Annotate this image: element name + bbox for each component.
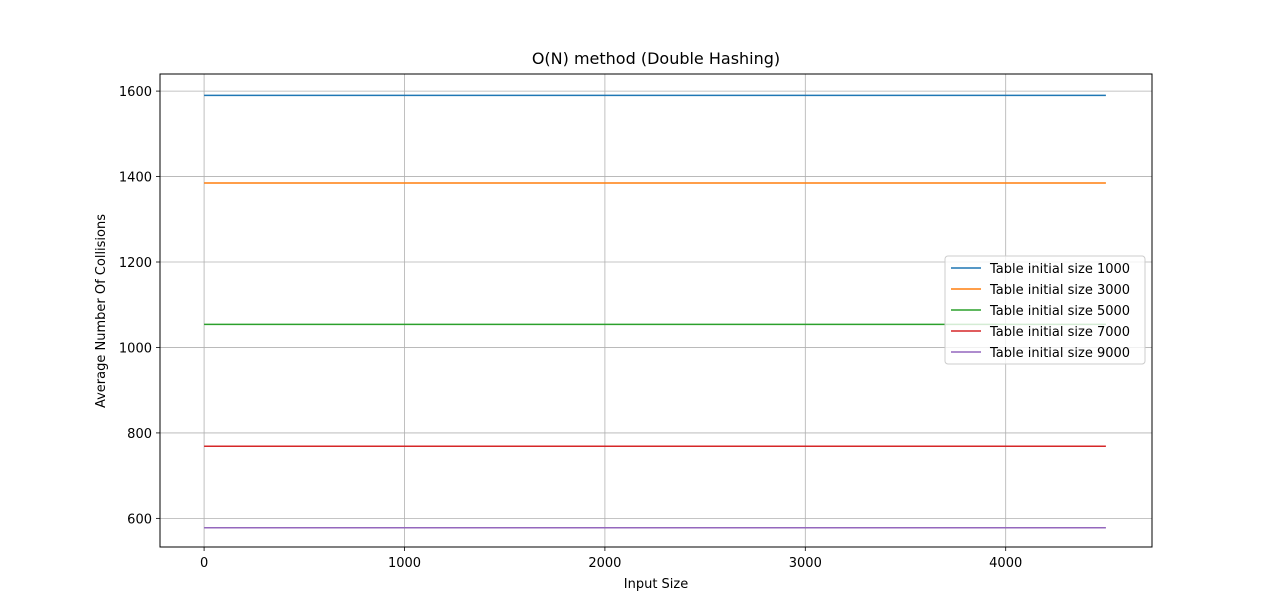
x-tick-label: 0 bbox=[200, 556, 208, 571]
y-tick-label: 1600 bbox=[119, 85, 152, 100]
legend-box bbox=[944, 255, 1146, 365]
y-tick-label: 1400 bbox=[119, 171, 152, 186]
y-tick-label: 800 bbox=[127, 427, 152, 442]
y-tick-label: 600 bbox=[127, 512, 152, 527]
x-tick-label: 2000 bbox=[588, 556, 621, 571]
legend-label: Table initial size 7000 bbox=[989, 325, 1130, 340]
chart-title: O(N) method (Double Hashing) bbox=[532, 49, 780, 68]
legend: Table initial size 1000 Table initial siz… bbox=[944, 255, 1146, 365]
grid bbox=[160, 74, 1152, 547]
x-axis-title: Input Size bbox=[624, 577, 688, 592]
y-tick-label: 1200 bbox=[119, 256, 152, 271]
y-tick-label: 1000 bbox=[119, 341, 152, 356]
legend-label: Table initial size 5000 bbox=[989, 304, 1130, 319]
x-tick-label: 1000 bbox=[388, 556, 421, 571]
legend-label: Table initial size 3000 bbox=[989, 283, 1130, 298]
y-axis-title: Average Number Of Collisions bbox=[94, 214, 109, 408]
x-tick-label: 3000 bbox=[789, 556, 822, 571]
x-tick-label: 4000 bbox=[989, 556, 1022, 571]
legend-label: Table initial size 9000 bbox=[989, 346, 1130, 361]
legend-label: Table initial size 1000 bbox=[989, 262, 1130, 277]
plot-frame bbox=[159, 73, 1153, 548]
axis-ticks: 0 1000 2000 3000 4000 600 800 1000 1200 1400 1600 bbox=[119, 85, 1022, 571]
